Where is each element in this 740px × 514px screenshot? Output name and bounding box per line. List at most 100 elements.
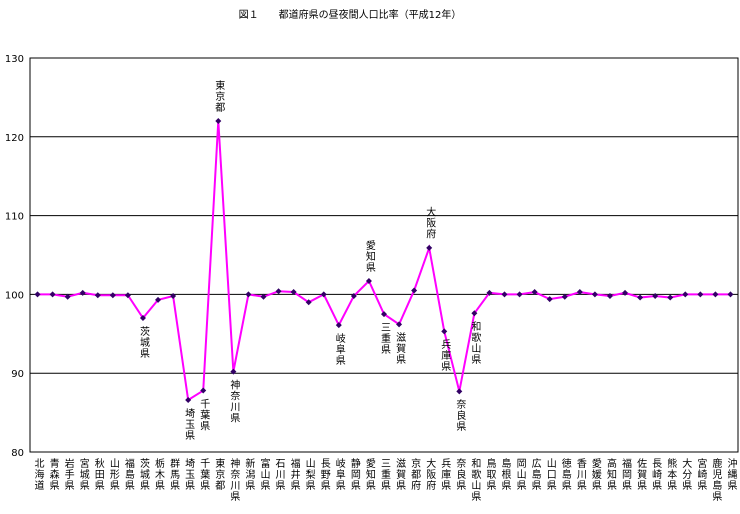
x-tick-label: 奈良県 bbox=[454, 457, 466, 491]
x-tick-label: 香川県 bbox=[574, 458, 586, 491]
x-tick-label: 秋田県 bbox=[92, 457, 104, 491]
x-tick-label: 千葉県 bbox=[198, 458, 210, 491]
y-tick-label: 120 bbox=[5, 133, 24, 144]
x-tick-label: 長野県 bbox=[318, 458, 330, 491]
x-tick-label: 福岡県 bbox=[620, 457, 632, 491]
x-tick-label: 鳥取県 bbox=[484, 457, 496, 491]
point-marker bbox=[411, 287, 418, 294]
point-marker bbox=[109, 292, 116, 299]
annotation: 埼玉県 bbox=[183, 407, 195, 441]
annotation: 和歌山県 bbox=[469, 321, 481, 365]
x-tick-label: 神奈川県 bbox=[228, 457, 240, 502]
x-tick-label: 宮城県 bbox=[77, 457, 89, 491]
x-tick-label: 青森県 bbox=[47, 457, 59, 491]
x-tick-label: 福島県 bbox=[122, 457, 134, 491]
point-marker bbox=[49, 291, 56, 298]
point-marker bbox=[471, 310, 478, 317]
point-marker bbox=[230, 368, 237, 375]
point-marker bbox=[652, 292, 659, 299]
x-tick-label: 長崎県 bbox=[650, 458, 662, 491]
point-marker bbox=[64, 293, 71, 300]
x-tick-label: 鹿児島県 bbox=[710, 457, 722, 502]
x-tick-label: 大阪府 bbox=[424, 457, 436, 491]
x-tick-label: 埼玉県 bbox=[183, 457, 195, 491]
x-tick-label: 三重県 bbox=[379, 458, 391, 491]
point-marker bbox=[260, 293, 267, 300]
chart-title: 図１ 都道府県の昼夜間人口比率（平成12年） bbox=[239, 8, 462, 21]
x-tick-label: 佐賀県 bbox=[635, 458, 647, 491]
plot-frame bbox=[29, 57, 739, 453]
x-tick-label: 静岡県 bbox=[348, 457, 360, 491]
point-marker bbox=[546, 296, 553, 303]
y-tick-label: 110 bbox=[5, 212, 24, 223]
annotation: 神奈川県 bbox=[228, 378, 240, 423]
point-marker bbox=[79, 289, 86, 296]
point-marker bbox=[712, 291, 719, 298]
point-marker bbox=[501, 291, 508, 298]
x-tick-label: 群馬県 bbox=[168, 457, 180, 491]
point-marker bbox=[245, 291, 252, 298]
x-tick-label: 岐阜県 bbox=[333, 457, 345, 491]
y-tick-label: 80 bbox=[11, 448, 24, 459]
point-marker bbox=[200, 387, 207, 394]
y-tick-label: 130 bbox=[5, 54, 24, 65]
point-marker bbox=[591, 291, 598, 298]
point-marker bbox=[486, 289, 493, 296]
x-tick-label: 和歌山県 bbox=[469, 458, 481, 502]
y-tick-label: 90 bbox=[11, 369, 24, 380]
x-tick-label: 沖縄県 bbox=[725, 457, 737, 491]
point-marker bbox=[637, 294, 644, 301]
x-tick-label: 広島県 bbox=[529, 457, 541, 491]
point-marker bbox=[350, 292, 357, 299]
x-tick-label: 京都府 bbox=[409, 457, 421, 491]
annotation: 滋賀県 bbox=[394, 331, 406, 365]
point-marker bbox=[305, 299, 312, 306]
x-tick-label: 滋賀県 bbox=[394, 457, 406, 491]
annotation: 東京都 bbox=[213, 79, 225, 113]
x-tick-label: 北海道 bbox=[32, 458, 44, 491]
point-marker bbox=[381, 311, 387, 318]
point-marker bbox=[215, 118, 222, 125]
x-tick-label: 兵庫県 bbox=[439, 457, 451, 491]
point-marker bbox=[185, 396, 192, 403]
point-marker bbox=[396, 321, 403, 328]
x-tick-label: 愛媛県 bbox=[589, 457, 601, 491]
x-tick-label: 高知県 bbox=[604, 457, 616, 491]
point-marker bbox=[456, 388, 463, 395]
point-marker bbox=[561, 293, 568, 300]
point-marker bbox=[441, 328, 448, 335]
point-marker bbox=[531, 289, 538, 296]
point-marker bbox=[697, 291, 704, 298]
x-tick-label: 宮崎県 bbox=[695, 457, 707, 491]
annotation: 岐阜県 bbox=[333, 332, 345, 366]
point-marker bbox=[34, 291, 41, 298]
x-tick-label: 島根県 bbox=[499, 457, 511, 491]
x-tick-label: 徳島県 bbox=[559, 457, 571, 491]
point-marker bbox=[94, 292, 101, 299]
x-tick-label: 熊本県 bbox=[665, 457, 677, 491]
x-tick-label: 岩手県 bbox=[62, 457, 74, 491]
x-tick-label: 愛知県 bbox=[363, 457, 375, 491]
point-marker bbox=[155, 296, 162, 303]
point-marker bbox=[335, 322, 342, 329]
annotation: 三重県 bbox=[379, 322, 391, 355]
point-marker bbox=[576, 289, 583, 296]
x-tick-label: 岡山県 bbox=[514, 458, 526, 491]
annotation: 大阪府 bbox=[424, 206, 436, 240]
x-tick-label: 大分県 bbox=[680, 457, 692, 491]
point-marker bbox=[365, 278, 372, 285]
x-tick-label: 茨城県 bbox=[137, 457, 149, 491]
y-tick-label: 100 bbox=[5, 290, 24, 301]
point-marker bbox=[516, 291, 523, 298]
x-tick-label: 東京都 bbox=[213, 457, 225, 491]
x-tick-label: 山口県 bbox=[544, 458, 556, 491]
point-marker bbox=[124, 292, 131, 299]
x-tick-label: 石川県 bbox=[273, 458, 285, 491]
annotation: 千葉県 bbox=[198, 398, 210, 431]
x-tick-label: 山形県 bbox=[107, 458, 119, 491]
point-marker bbox=[290, 289, 297, 296]
point-marker bbox=[622, 289, 629, 296]
annotation: 愛知県 bbox=[363, 239, 375, 273]
